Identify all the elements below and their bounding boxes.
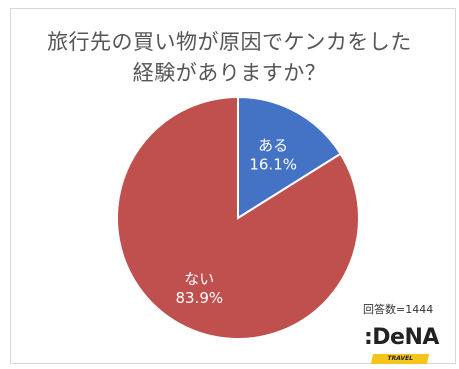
dena-travel-logo: :DeNA TRAVEL	[364, 325, 440, 365]
logo-sub-text: TRAVEL	[370, 354, 430, 364]
slice-nai	[116, 95, 360, 340]
logo-main-text: :DeNA	[364, 325, 439, 350]
slice-nai-label: ない	[184, 270, 214, 288]
slice-aru-value: 16.1%	[249, 155, 297, 173]
slice-aru-label: ある	[258, 136, 288, 154]
chart-title-line1: 旅行先の買い物が原因でケンカをした	[47, 30, 412, 54]
slice-aru	[237, 95, 342, 220]
slice-nai-value: 83.9%	[175, 289, 223, 307]
respondent-count: 回答数=1444	[363, 303, 434, 316]
chart-title-line2: 経験がありますか？	[132, 61, 327, 85]
